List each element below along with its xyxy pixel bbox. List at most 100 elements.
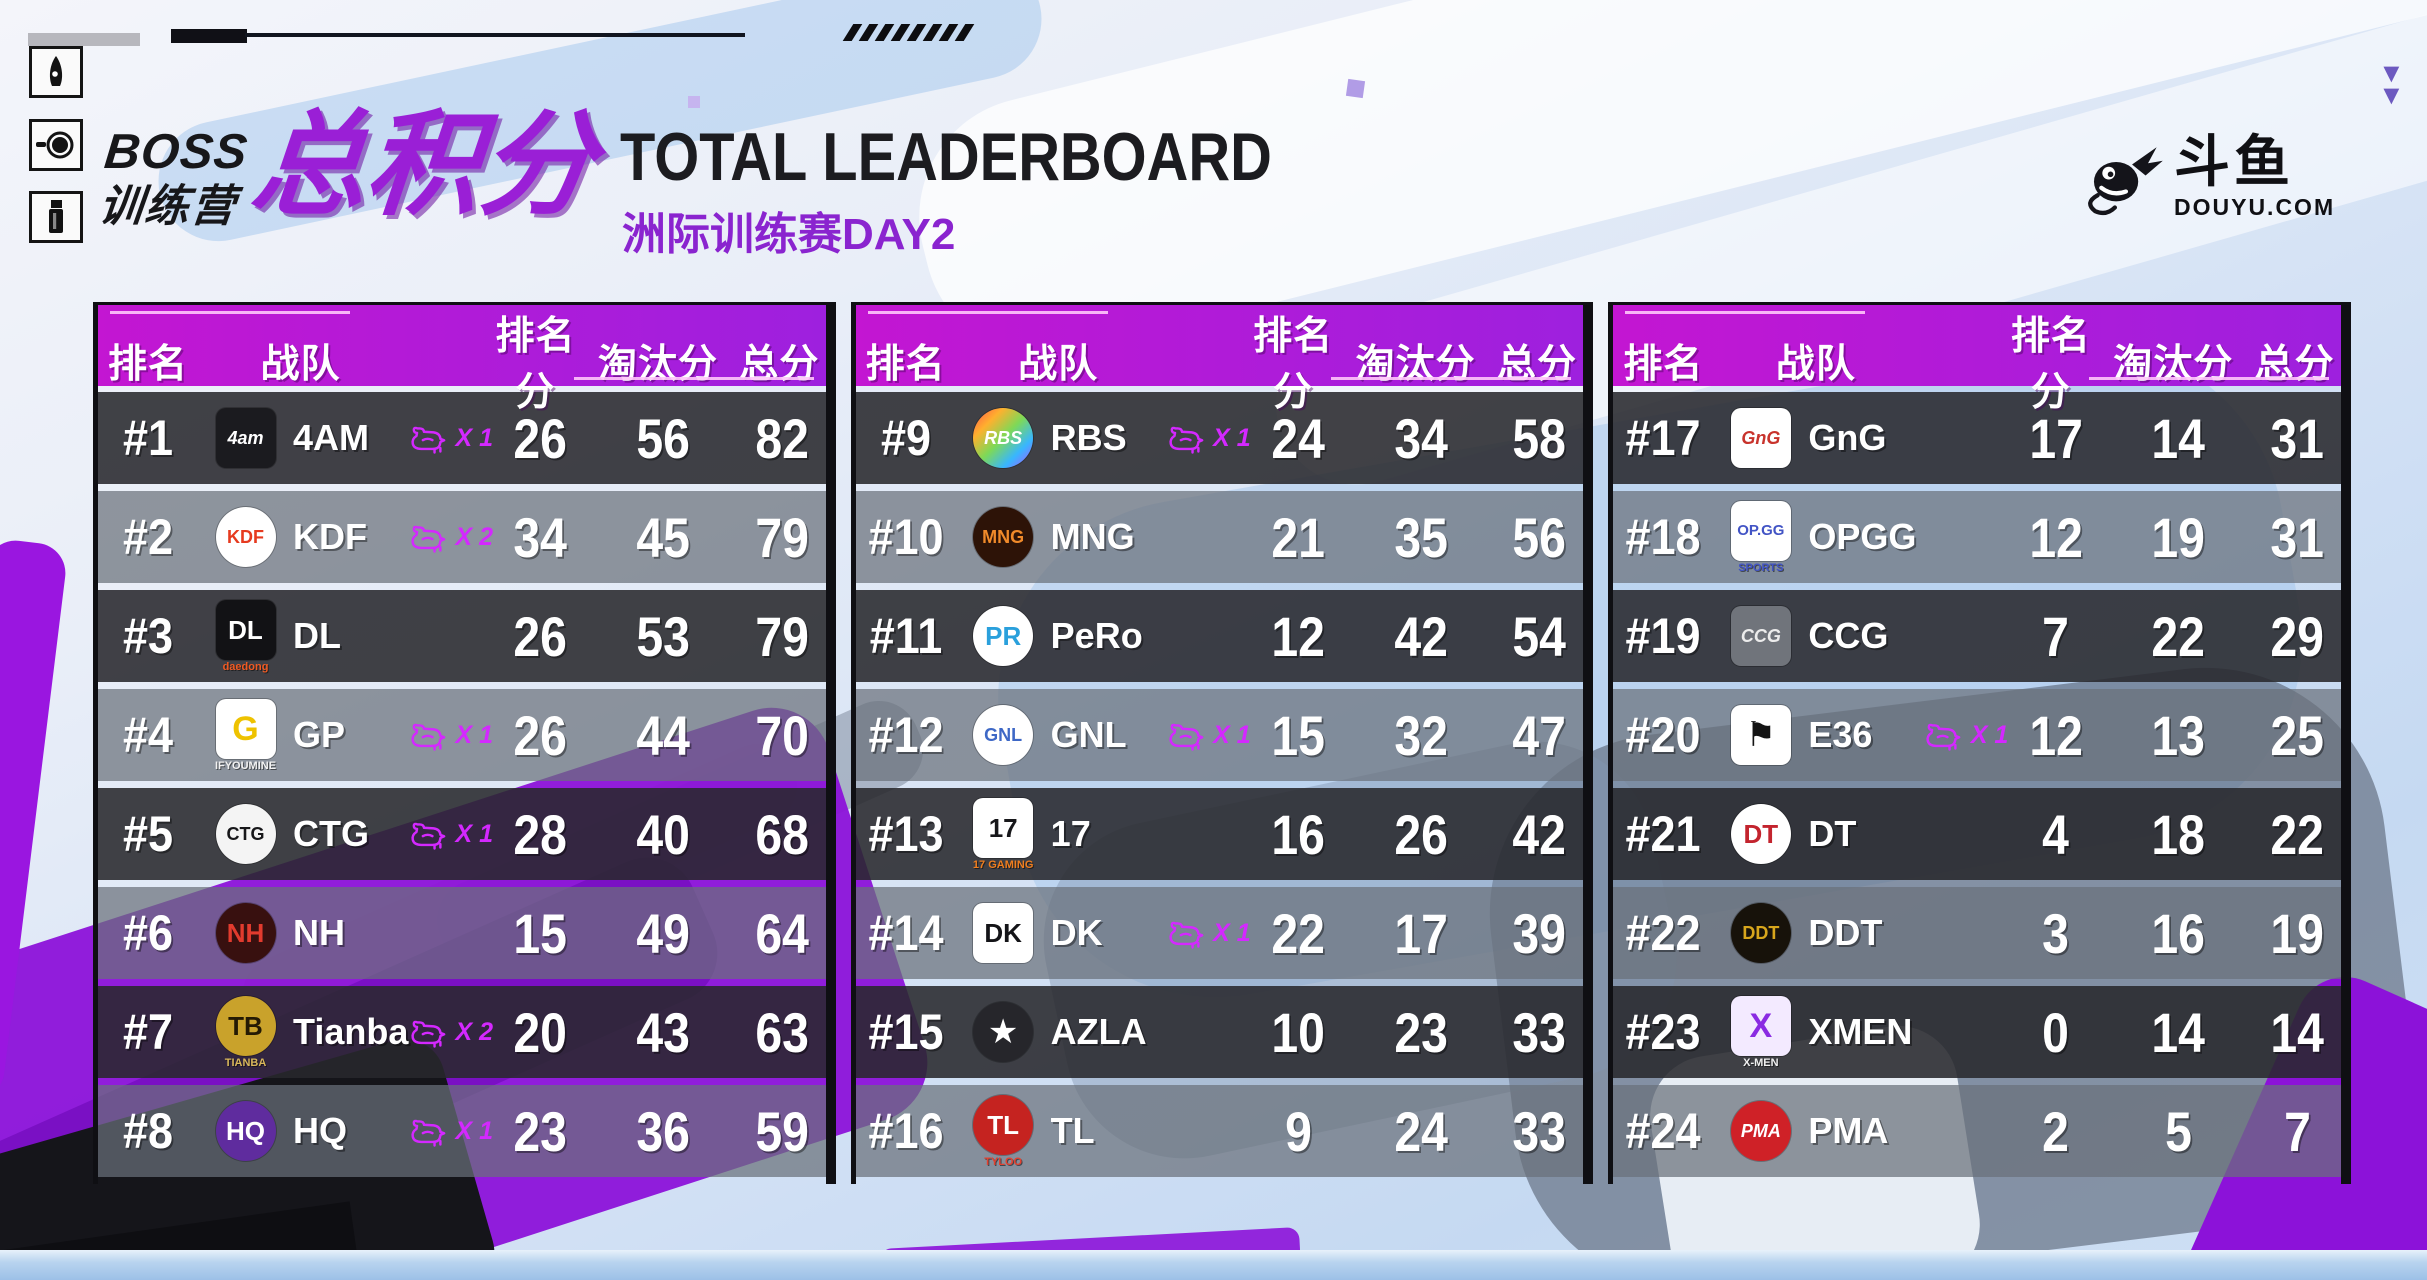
- placement-points: 26: [493, 703, 588, 768]
- elimination-points-value: 5: [2164, 1099, 2192, 1163]
- total-points-value: 39: [1512, 901, 1567, 965]
- chicken-dinner-icon: [411, 723, 446, 751]
- total-points-value: 29: [2270, 604, 2324, 668]
- team-logo-mark: ⚑: [1730, 705, 1791, 765]
- team-logo-mark: OP.GG: [1730, 500, 1791, 561]
- placement-points-value: 24: [1271, 406, 1325, 470]
- rank-cell: #13: [868, 806, 944, 862]
- rank-cell: #10: [868, 509, 944, 565]
- placement-points: 3: [2008, 901, 2103, 966]
- total-points-value: 33: [1512, 1000, 1567, 1064]
- elimination-points: 13: [2103, 703, 2253, 768]
- placement-points-value: 4: [2042, 802, 2070, 866]
- placement-points: 16: [1251, 802, 1346, 867]
- team-name: MNG: [1050, 516, 1135, 557]
- rank-cell: #16: [868, 1103, 944, 1159]
- placement-points-value: 26: [513, 604, 568, 668]
- elimination-points: 45: [588, 505, 738, 570]
- win-badge: X 1: [1923, 718, 2008, 752]
- elimination-points-value: 53: [636, 604, 690, 668]
- team-logo-mark: KDF: [215, 507, 276, 567]
- elimination-points-value: 49: [636, 901, 690, 965]
- team-logo: MNG: [956, 507, 1051, 567]
- total-points-value: 63: [755, 1000, 809, 1064]
- win-badge: X 1: [408, 718, 493, 752]
- rank-cell: #12: [868, 707, 944, 763]
- team-logo: G IFYOUMINE: [198, 698, 293, 772]
- total-points: 39: [1496, 901, 1584, 966]
- team-logo-mark: DT: [1730, 804, 1791, 864]
- chicken-dinner-icon: [411, 1119, 446, 1147]
- rank-cell: #11: [869, 608, 942, 664]
- placement-points: 21: [1251, 505, 1346, 570]
- placement-points: 0: [2008, 1000, 2103, 1065]
- team-logo-mark: HQ: [215, 1101, 276, 1161]
- placement-points-value: 20: [513, 1000, 568, 1064]
- team-logo: GnG: [1713, 408, 1808, 468]
- placement-points-value: 12: [2029, 505, 2083, 569]
- chicken-dinner-icon: [1169, 921, 1203, 949]
- elimination-points: 23: [1346, 1000, 1496, 1065]
- rank-cell: #8: [122, 1103, 174, 1159]
- team-logo-mark: ★: [973, 1002, 1034, 1062]
- team-name: PMA: [1808, 1110, 1889, 1151]
- team-name: AZLA: [1050, 1011, 1147, 1052]
- elimination-points-value: 17: [1393, 901, 1448, 965]
- team-logo-mark: RBS: [973, 408, 1034, 468]
- placement-points: 20: [493, 1000, 588, 1065]
- column-header-team: 战队: [260, 343, 341, 386]
- placement-points: 17: [2008, 406, 2103, 471]
- elimination-points: 44: [588, 703, 738, 768]
- win-count-label: X 2: [455, 1017, 493, 1046]
- douyu-url: DOUYU.COM: [2174, 194, 2336, 220]
- team-logo-mark: TL: [973, 1094, 1034, 1155]
- team-logo: X X-MEN: [1713, 995, 1808, 1069]
- total-points: 58: [1496, 406, 1584, 471]
- placement-points-value: 7: [2042, 604, 2070, 668]
- total-points: 79: [738, 604, 826, 669]
- placement-points-value: 15: [1271, 703, 1325, 767]
- total-points-value: 79: [755, 604, 809, 668]
- placement-points-value: 15: [513, 901, 568, 965]
- total-points: 33: [1496, 1000, 1584, 1065]
- placement-points: 15: [493, 901, 588, 966]
- column-header-place: 排名分: [495, 315, 576, 414]
- team-logo-mark: G: [215, 698, 276, 759]
- elimination-points-value: 34: [1393, 406, 1448, 470]
- total-points-value: 42: [1512, 802, 1567, 866]
- total-points-value: 64: [755, 901, 809, 965]
- placement-points: 2: [2008, 1099, 2103, 1164]
- chicken-dinner-icon: [411, 426, 446, 454]
- leaderboard-panels: 排名 战队 排名分 淘汰分 总分 #1 4am 4AM X 1 26 56 82 #2 KDF KDF X 2…: [93, 302, 2352, 1184]
- table-row: #16 TL TYLOO TL 9 24 33: [855, 1085, 1584, 1177]
- elimination-points: 36: [588, 1099, 738, 1164]
- magazine-item-icon: [29, 191, 83, 243]
- team-logo: DL daedong: [198, 599, 293, 673]
- rank-cell: #4: [122, 707, 174, 763]
- total-points-value: 14: [2270, 1000, 2324, 1064]
- table-row: #1 4am 4AM X 1 26 56 82: [98, 392, 826, 484]
- total-points-value: 58: [1512, 406, 1567, 470]
- table-header-row: 排名 战队 排名分 淘汰分 总分: [1613, 302, 2342, 414]
- elimination-points-value: 36: [636, 1099, 690, 1163]
- table-row: #3 DL daedong DL 26 53 79: [98, 590, 826, 682]
- elimination-points: 16: [2103, 901, 2253, 966]
- table-row: #13 17 17 GAMING 17 16 26 42: [855, 788, 1584, 880]
- rank-cell: #15: [868, 1004, 944, 1060]
- elimination-points-value: 32: [1393, 703, 1448, 767]
- table-row: #23 X X-MEN XMEN 0 14 14: [1613, 986, 2342, 1078]
- placement-points: 28: [493, 802, 588, 867]
- placement-points-value: 21: [1271, 505, 1325, 569]
- team-logo: PMA: [1713, 1101, 1808, 1161]
- douyu-fish-icon: [2088, 146, 2163, 215]
- team-name: 4AM: [293, 417, 370, 458]
- table-header-row: 排名 战队 排名分 淘汰分 总分: [98, 302, 826, 414]
- team-logo: RBS: [956, 408, 1051, 468]
- column-header-rank: 排名: [1623, 343, 1704, 386]
- rank-cell: #5: [122, 806, 174, 862]
- placement-points-value: 0: [2042, 1000, 2070, 1064]
- rank-cell: #7: [122, 1004, 174, 1060]
- team-logo-mark: DK: [973, 903, 1034, 963]
- total-points-value: 47: [1512, 703, 1567, 767]
- rank-cell: #17: [1625, 410, 1701, 466]
